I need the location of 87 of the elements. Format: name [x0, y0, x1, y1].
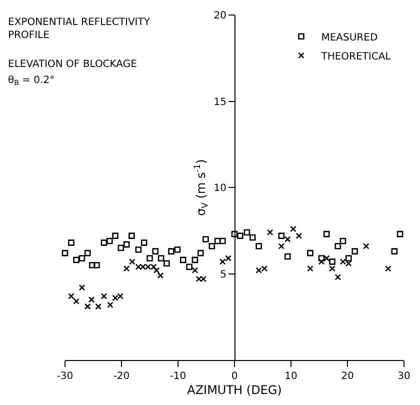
point: [68, 240, 74, 246]
point: [123, 265, 130, 272]
text: θ$_{B}$ = 0.2°: [8, 75, 55, 88]
text: EXPONENTIAL REFLECTIVITY PROFILE: [8, 17, 151, 41]
x-tick-label: 10: [284, 371, 298, 382]
point: [84, 303, 91, 310]
point: [256, 243, 262, 250]
point: [180, 256, 186, 264]
y-tick-label: 15: [214, 96, 226, 108]
point: [88, 296, 95, 303]
point: [192, 267, 198, 274]
point: [78, 255, 86, 262]
x-tick-label: 30: [398, 371, 410, 382]
point: [197, 250, 204, 256]
point: [68, 293, 74, 300]
point: [164, 260, 170, 267]
point: [106, 238, 113, 244]
point: [340, 238, 346, 244]
x-axis-title: AZIMUTH (DEG): [187, 382, 282, 397]
point: [307, 265, 314, 272]
point: [174, 246, 181, 253]
point: [296, 232, 302, 239]
point: [363, 243, 370, 250]
legend-label: MEASURED: [321, 32, 378, 44]
point: [129, 258, 136, 265]
point: [231, 230, 238, 238]
point: [84, 250, 91, 256]
legend-label: THEORETICAL: [320, 51, 392, 62]
point: [244, 229, 250, 236]
point: [73, 298, 80, 304]
point: [135, 246, 142, 253]
point: [237, 232, 244, 239]
point: [323, 230, 330, 238]
x-tick-label: 0: [231, 371, 238, 382]
point: [334, 274, 342, 280]
point: [396, 230, 404, 238]
point: [202, 236, 209, 242]
point: [95, 303, 102, 310]
point: [345, 255, 352, 262]
point: [391, 248, 398, 254]
point: [278, 243, 285, 250]
point: [329, 265, 336, 272]
x-tick-label: 20: [341, 371, 354, 382]
point: [284, 253, 291, 260]
point: [385, 265, 392, 272]
point: [208, 243, 216, 250]
point: [140, 240, 148, 246]
point: [158, 255, 164, 262]
point: [214, 238, 221, 244]
point: [307, 250, 314, 256]
point: [93, 262, 100, 268]
point: [266, 229, 274, 236]
y-tick-label: 20: [214, 10, 226, 22]
point: [100, 240, 108, 246]
point: [329, 258, 336, 265]
point: [284, 236, 291, 242]
x-tick-label: -20: [113, 371, 130, 382]
point: [168, 248, 174, 254]
point: [249, 234, 256, 241]
point: [128, 232, 135, 239]
point: [123, 241, 130, 248]
point: [318, 255, 325, 262]
x-tick-label: -10: [170, 371, 186, 382]
y-tick-label: 10: [214, 183, 226, 194]
point: [73, 256, 80, 264]
point: [62, 250, 68, 256]
point: [186, 264, 192, 270]
point: [225, 255, 232, 262]
point: [88, 262, 96, 268]
point: [112, 232, 118, 239]
point: [100, 293, 108, 300]
point: [290, 226, 296, 232]
y-tick-label: 5: [220, 269, 226, 280]
point: [219, 238, 226, 244]
annotation: ELEVATION OF BLOCKAGE: [8, 59, 137, 70]
point: [157, 272, 164, 279]
point: [352, 248, 358, 254]
x-tick-label: -30: [56, 371, 74, 382]
point: [107, 302, 114, 308]
point: [146, 255, 153, 262]
point: [192, 256, 198, 264]
point: [118, 244, 124, 252]
point: [152, 248, 159, 254]
point: [278, 232, 285, 239]
point: [334, 243, 342, 250]
point: [78, 284, 86, 291]
point: [219, 258, 226, 265]
